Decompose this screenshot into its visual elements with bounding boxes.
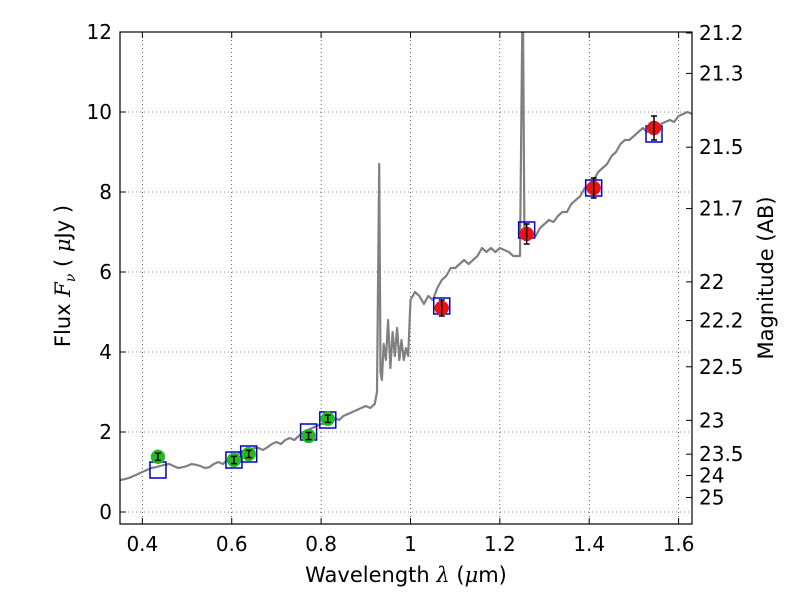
magnitude-tick-label: 22.5: [699, 355, 744, 379]
magnitude-tick-label: 22.2: [699, 309, 744, 333]
y-tick-label: 6: [99, 260, 112, 284]
magnitude-axis-label: Magnitude (AB): [754, 196, 778, 359]
x-axis-label: Wavelength λ (μm): [305, 563, 507, 587]
observed-photometry-series: [150, 115, 662, 468]
x-tick-label: 0.6: [216, 532, 248, 556]
x-tick-label: 0.4: [126, 532, 158, 556]
magnitude-tick-label: 24: [699, 464, 724, 488]
model-photometry-square: [239, 445, 258, 463]
y-tick-label: 12: [87, 20, 112, 44]
magnitude-tick-label: 23.5: [699, 442, 744, 466]
grid: [120, 31, 692, 524]
magnitude-tick-label: 23: [699, 408, 724, 432]
magnitude-tick-label: 22: [699, 270, 724, 294]
magnitude-tick-label: 21.5: [699, 135, 744, 159]
magnitude-tick-label: 25: [699, 485, 724, 509]
x-tick-label: 1.6: [663, 532, 695, 556]
spectrum-line: [120, 32, 692, 482]
model-photometry-series: [149, 125, 663, 479]
y-tick-label: 0: [99, 500, 112, 524]
y-tick-label: 2: [99, 420, 112, 444]
magnitude-tick-label: 21.2: [699, 21, 744, 45]
x-axis-ticks: 0.4 0.6 0.8 1 1.2 1.4 1.6: [126, 32, 695, 556]
model-photometry-square: [225, 451, 243, 469]
spectrum-series: [120, 32, 692, 482]
x-tick-label: 1.4: [573, 532, 605, 556]
plot-frame: [119, 31, 693, 525]
x-tick-label: 1.2: [484, 532, 516, 556]
y-axis-ticks: 0 2 4 6 8 10 12: [87, 20, 126, 524]
y-tick-label: 10: [87, 100, 112, 124]
y-axis-label: Flux Fν ( μJy ): [51, 205, 79, 347]
y-tick-label: 8: [99, 180, 112, 204]
magnitude-tick-label: 21.7: [699, 197, 744, 221]
magnitude-tick-label: 21.3: [699, 61, 744, 85]
x-tick-label: 0.8: [305, 532, 337, 556]
x-tick-label: 1: [404, 532, 417, 556]
y-tick-label: 4: [99, 340, 112, 364]
